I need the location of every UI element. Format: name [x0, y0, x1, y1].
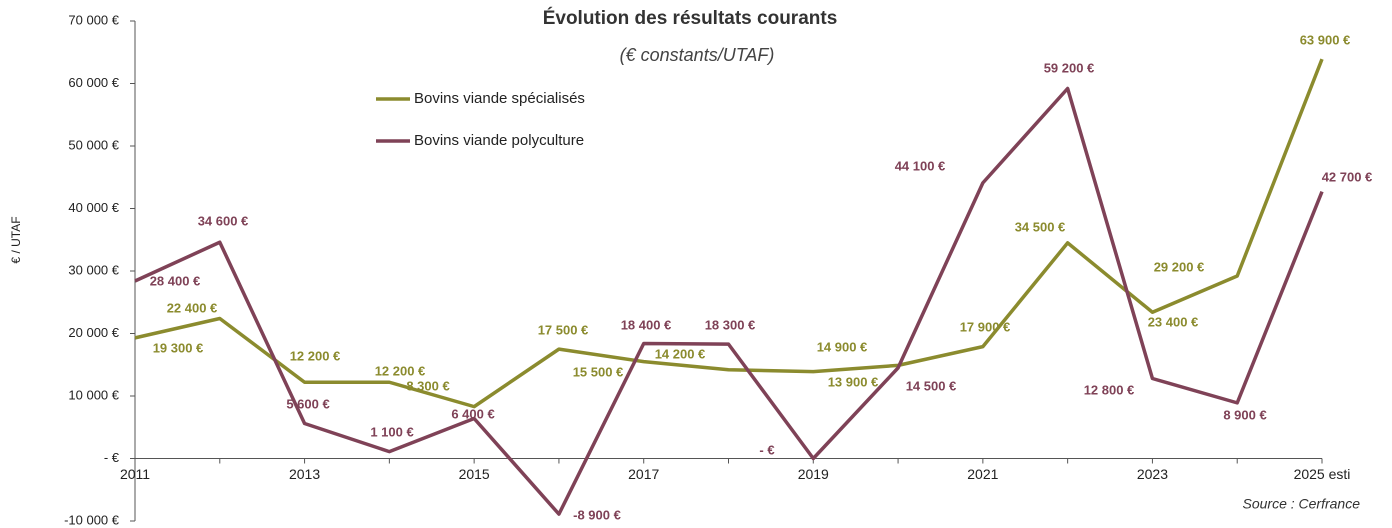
source: Source : Cerfrance [1243, 496, 1361, 512]
value-label: 8 900 € [1223, 407, 1266, 422]
series-line [134, 86, 1324, 516]
value-label: 14 900 € [817, 339, 868, 354]
value-label: 34 600 € [198, 213, 249, 228]
value-label: 12 800 € [1084, 382, 1135, 397]
value-label: 44 100 € [895, 158, 946, 173]
value-label: 18 300 € [705, 317, 756, 332]
chart-title: Évolution des résultats courants [543, 7, 838, 29]
y-tick-label: 30 000 € [68, 262, 119, 277]
y-tick-label: 50 000 € [68, 137, 119, 152]
x-tick-label: 2017 [628, 466, 659, 482]
value-label: 22 400 € [167, 300, 218, 315]
value-label: 29 200 € [1154, 259, 1205, 274]
value-label: 12 200 € [290, 348, 341, 363]
x-tick-label: 2025 esti [1294, 466, 1351, 482]
x-tick-label: 2021 [967, 466, 998, 482]
chart-subtitle: (€ constants/UTAF) [620, 45, 775, 65]
value-label: 18 400 € [621, 317, 672, 332]
y-tick-label: 60 000 € [68, 75, 119, 90]
x-tick-label: 2019 [798, 466, 829, 482]
value-label: 17 900 € [960, 319, 1011, 334]
value-label: 42 700 € [1322, 169, 1373, 184]
series-line [134, 58, 1324, 409]
value-label: 12 200 € [375, 363, 426, 378]
value-label: - € [759, 442, 774, 457]
value-label: 59 200 € [1044, 60, 1095, 75]
value-label: 14 500 € [906, 378, 957, 393]
x-tick-label: 2015 [459, 466, 490, 482]
value-label: -8 900 € [573, 507, 621, 522]
value-label: 17 500 € [538, 322, 589, 337]
value-label: 6 400 € [451, 406, 494, 421]
y-tick-label: 20 000 € [68, 325, 119, 340]
value-label: 19 300 € [153, 340, 204, 355]
value-label: 34 500 € [1015, 219, 1066, 234]
legend-label: Bovins viande spécialisés [414, 90, 585, 107]
y-tick-label: 70 000 € [68, 12, 119, 27]
value-label: 13 900 € [828, 374, 879, 389]
y-tick-label: -10 000 € [64, 512, 120, 527]
y-tick-label: 10 000 € [68, 387, 119, 402]
x-tick-label: 2013 [289, 466, 320, 482]
value-label: 14 200 € [655, 346, 706, 361]
value-label: 15 500 € [573, 364, 624, 379]
x-tick-label: 2011 [120, 466, 150, 482]
value-label: 8 300 € [406, 378, 449, 393]
y-axis-label: € / UTAF [9, 216, 23, 263]
x-tick-label: 2023 [1137, 466, 1168, 482]
legend-label: Bovins viande polyculture [414, 132, 584, 149]
y-tick-label: 40 000 € [68, 200, 119, 215]
value-label: 63 900 € [1300, 32, 1351, 47]
y-tick-label: - € [104, 450, 120, 465]
value-label: 28 400 € [150, 273, 201, 288]
value-label: 5 600 € [286, 396, 329, 411]
value-label: 23 400 € [1148, 314, 1199, 329]
value-label: 1 100 € [370, 424, 413, 439]
